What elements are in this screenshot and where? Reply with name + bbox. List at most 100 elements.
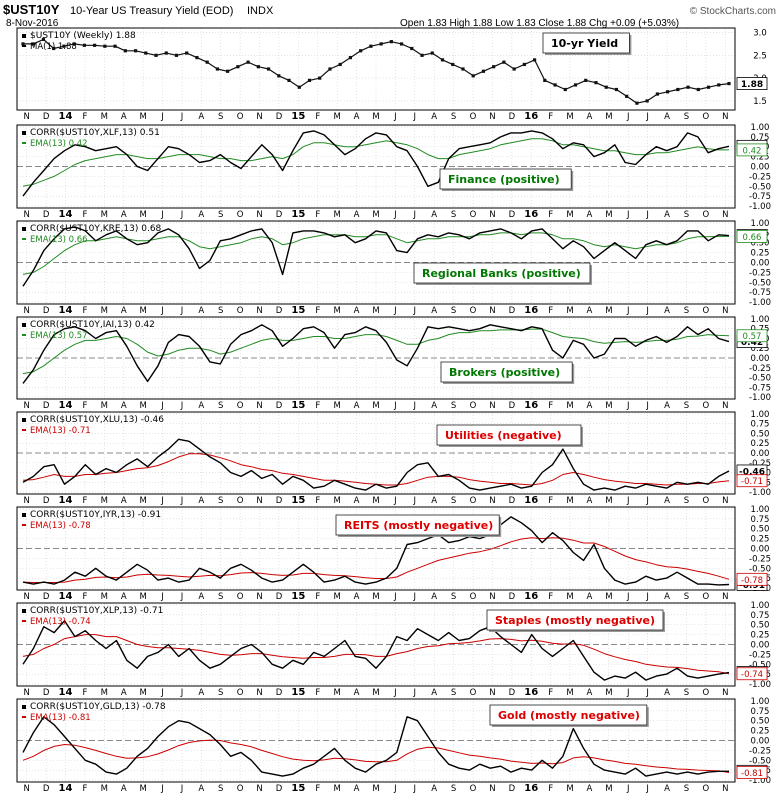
month-label: F	[548, 401, 553, 411]
price-point	[471, 74, 475, 78]
month-label: N	[722, 112, 728, 122]
y-tick-label: -1.00	[749, 680, 771, 690]
month-label: O	[237, 306, 244, 316]
month-label: O	[703, 210, 710, 220]
month-label: N	[489, 784, 495, 794]
month-label: N	[24, 401, 30, 411]
price-point	[359, 49, 363, 53]
legend-ema-label: EMA(13) 0.66	[30, 235, 88, 245]
price-point	[123, 49, 127, 53]
y-tick-label: -0.25	[749, 268, 771, 278]
month-label: J	[413, 592, 417, 602]
month-label: S	[451, 496, 456, 506]
month-label: M	[139, 210, 146, 220]
month-label: A	[431, 592, 437, 602]
month-label: J	[160, 210, 164, 220]
annotation-box	[489, 704, 648, 726]
month-label: D	[43, 784, 50, 794]
y-tick-label: 0.25	[751, 249, 770, 259]
month-label: D	[276, 112, 283, 122]
month-label: S	[218, 496, 223, 506]
y-tick-label: 0.50	[751, 429, 770, 439]
month-label: D	[43, 306, 50, 316]
last-value-label: 1.88	[741, 80, 763, 90]
month-label: A	[431, 401, 437, 411]
year-label: 15	[291, 111, 305, 122]
correlation-series-line	[22, 226, 730, 287]
legend-ema-label: EMA(13) 0.42	[30, 139, 88, 149]
month-label: J	[645, 784, 649, 794]
price-point	[635, 101, 639, 105]
price-point	[236, 65, 240, 69]
price-point	[676, 87, 680, 92]
month-label: F	[82, 210, 87, 220]
price-point	[584, 78, 588, 82]
month-label: M	[566, 401, 573, 411]
year-label: 15	[291, 687, 305, 698]
month-label: M	[372, 112, 379, 122]
y-tick-label: 1.00	[751, 219, 770, 229]
month-label: D	[276, 592, 283, 602]
month-label: N	[256, 496, 262, 506]
month-label: N	[24, 210, 30, 220]
month-label: M	[566, 784, 573, 794]
month-label: S	[684, 592, 689, 602]
year-label: 14	[59, 305, 73, 316]
month-label: A	[198, 592, 204, 602]
month-label: A	[587, 784, 593, 794]
month-label: N	[256, 688, 262, 698]
month-label: M	[334, 210, 341, 220]
month-label: N	[722, 401, 728, 411]
month-label: J	[393, 784, 397, 794]
month-label: J	[626, 401, 630, 411]
month-label: O	[703, 112, 710, 122]
month-label: J	[180, 592, 184, 602]
month-label: J	[393, 401, 397, 411]
panel-iyr: 1.000.750.500.250.00-0.25-0.50-0.75-1.00…	[16, 505, 771, 602]
month-label: J	[393, 210, 397, 220]
legend-swatch	[22, 334, 26, 336]
month-label: M	[566, 210, 573, 220]
price-point	[21, 42, 25, 46]
month-label: A	[431, 784, 437, 794]
month-label: J	[180, 496, 184, 506]
price-point	[399, 42, 404, 46]
month-label: S	[218, 784, 223, 794]
month-label: D	[43, 496, 50, 506]
legend-ema-label: EMA(13) -0.81	[30, 713, 91, 723]
y-tick-label: -0.75	[749, 192, 771, 202]
month-label: N	[489, 496, 495, 506]
month-label: F	[82, 112, 87, 122]
month-label: A	[354, 401, 360, 411]
month-label: A	[121, 688, 127, 698]
annotation-box	[413, 262, 591, 284]
price-point	[256, 65, 260, 69]
month-label: O	[703, 784, 710, 794]
month-label: O	[703, 688, 710, 698]
month-label: M	[566, 592, 573, 602]
month-label: S	[684, 112, 689, 122]
annotation-label: Utilities (negative)	[445, 429, 562, 442]
legend-series-label: CORR($UST10Y,GLD,13) -0.78	[30, 702, 166, 712]
month-label: F	[82, 784, 87, 794]
last-ema-label: 0.42	[743, 146, 762, 156]
year-label: 16	[524, 111, 538, 122]
month-label: M	[372, 306, 379, 316]
price-point	[297, 85, 301, 89]
month-label: M	[566, 112, 573, 122]
year-label: 15	[291, 495, 305, 506]
symbol-label: $UST10Y	[3, 2, 60, 17]
correlation-series-line	[22, 620, 730, 681]
month-label: M	[566, 496, 573, 506]
month-label: O	[237, 496, 244, 506]
price-point	[215, 67, 220, 71]
last-ema-label: -0.71	[741, 477, 763, 487]
last-value-label: -0.91	[739, 581, 765, 591]
month-label: A	[354, 496, 360, 506]
month-label: J	[160, 401, 164, 411]
month-label: S	[684, 784, 689, 794]
month-label: A	[587, 592, 593, 602]
last-value-badge	[736, 77, 768, 90]
legend-swatch	[22, 609, 26, 613]
